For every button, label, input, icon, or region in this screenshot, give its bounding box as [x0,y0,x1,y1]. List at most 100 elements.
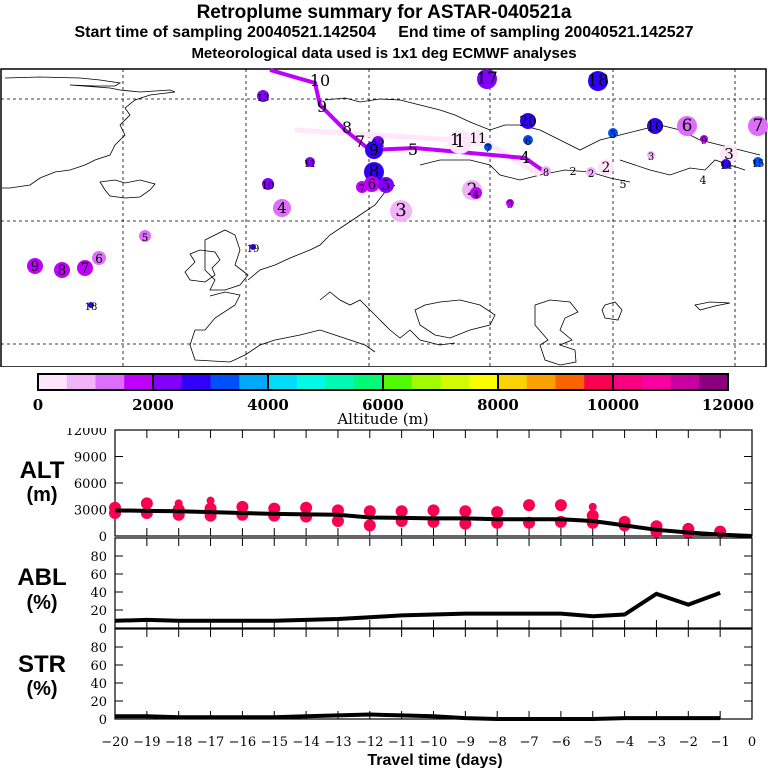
cluster-marker [484,143,492,151]
abl-line [114,591,721,623]
colorbar-tick-label: 4000 [247,396,289,414]
abl-ytick-label: 60 [90,568,107,583]
altitude-dot [363,519,376,532]
altitude-dot [363,505,376,518]
trajectory-day-label: 9 [317,97,327,116]
colorbar-segment [641,374,671,390]
cluster-marker [262,178,274,190]
cluster-label: 9 [701,136,707,147]
alt-ytick-label: 0 [99,530,107,545]
altitude-dot [395,505,408,518]
trajectory-day-label: 5 [408,140,418,159]
abl-ytick-label: 80 [90,550,107,565]
cluster-label: 5 [382,178,391,194]
cluster-label: 1 [454,131,465,152]
coastline-balkhash [694,301,731,311]
cluster-marker [541,166,551,176]
colorbar-segment [95,374,125,390]
colorbar-segment [268,374,298,390]
cluster-marker [470,130,486,146]
cluster-marker [470,187,482,199]
cluster-marker [92,251,106,265]
cluster-marker [54,262,70,278]
altitude-dot [427,504,440,517]
cluster-marker [647,118,663,134]
cluster-label: 4 [473,190,479,201]
alt-ytick-label: 3000 [74,504,107,519]
cluster-marker [257,90,269,102]
coastline-iceland [99,179,156,199]
abl-panel-title: ABL [17,564,66,591]
str-ytick-label: 60 [90,659,107,674]
colorbar-segment [383,374,413,390]
cluster-label: 5 [620,178,627,191]
colorbar-tick-label: 0 [33,396,43,414]
trajectory-day-label: 8 [342,118,352,137]
cluster-label: 3 [395,200,406,221]
cluster-label: 19 [247,244,260,255]
x-tick-label: −14 [292,735,319,750]
colorbar-segment [38,374,68,390]
cluster-label: 6 [95,252,103,266]
cluster-label: 17 [476,69,498,89]
coastlines [2,76,761,366]
altitude-dot [459,505,472,518]
x-tick-label: −11 [388,735,415,750]
coastline-black-sea [414,299,496,339]
altitude-dot [300,501,313,514]
cluster-label: 3 [724,145,734,163]
cluster-marker [748,116,768,136]
coastline-britain [204,229,249,291]
cluster-label: 10 [646,119,663,135]
cluster-marker [27,258,43,274]
alt-panel-title: ALT [20,457,65,484]
cluster-marker [77,260,93,276]
map-gridlines [1,69,766,367]
colorbar-segment [411,374,441,390]
str-ytick-label: 0 [99,713,107,728]
cluster-marker [448,130,472,154]
altitude-colorbar: 0 2000 4000 6000 8000 10000 12000 Altitude (m) [33,373,754,428]
cluster-label: 6 [682,116,693,136]
altitude-dot [588,502,597,511]
cluster-label: 9 [369,141,379,159]
x-tick-label: 0 [748,735,756,750]
cluster-label: 4 [277,199,287,217]
str-panel-title: STR [18,651,66,678]
cluster-marker [721,159,731,169]
colorbar-segment [210,374,240,390]
cluster-marker [139,230,151,242]
altitude-dot [140,497,153,510]
colorbar-tick-label: 2000 [132,396,174,414]
coastline-greenland-east [2,91,176,189]
cluster-label: 8 [543,168,549,179]
x-tick-label: −19 [133,735,160,750]
x-tick-label: −4 [615,735,634,750]
time-series-panels: ALT (m) ABL (%) STR (%) 0300060009000120… [17,428,756,768]
coastline-europe-west [189,291,376,363]
coastline-ireland [184,249,221,283]
cluster-marker [700,135,708,143]
colorbar-segment [440,374,470,390]
cluster-label: 7 [485,144,491,155]
x-tick-label: −18 [165,735,192,750]
cluster-label: 8 [58,263,67,279]
altitude-dot [523,499,536,512]
colorbar-segment [239,374,269,390]
colorbar-segment [498,374,528,390]
str-ytick-label: 40 [90,677,107,692]
cluster-label: 18 [587,71,609,91]
coastline-italy-balkans [319,291,456,346]
cluster-marker [364,176,380,192]
cluster-label: 11 [304,159,317,170]
trajectory-main-path [269,68,547,174]
colorbar-segment [670,374,700,390]
cluster-marker [677,116,697,136]
retroplume-map: 1718132061067591291187651043243111782233… [0,68,768,367]
x-tick-label: −2 [679,735,698,750]
cluster-marker [523,135,533,145]
colorbar-segment [181,374,211,390]
altitude-dot [554,499,567,512]
x-tick-label: −7 [519,735,538,750]
cluster-marker [753,157,763,167]
